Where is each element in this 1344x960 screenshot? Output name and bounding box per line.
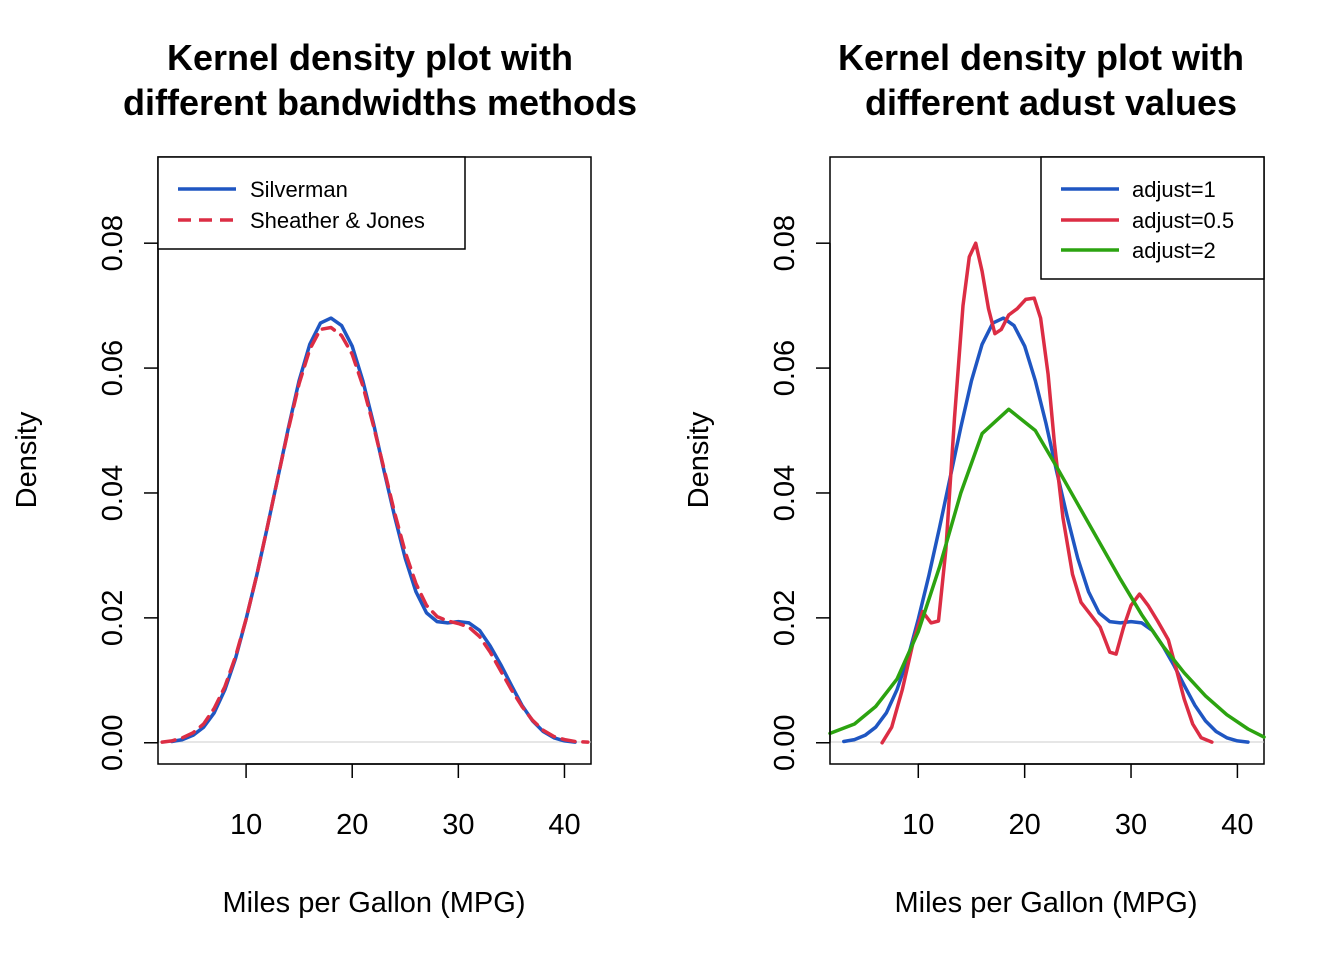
left-y-axis: 0.00 0.02 0.04 0.06 0.08 (97, 215, 159, 771)
panel-right: Kernel density plot with different adust… (683, 37, 1266, 919)
left-legend-label-sheather-jones: Sheather & Jones (250, 208, 425, 233)
right-y-axis: 0.00 0.02 0.04 0.06 0.08 (769, 215, 831, 771)
right-y-tick-label: 0.06 (769, 340, 801, 396)
right-legend-label-adjust-0-5: adjust=0.5 (1132, 208, 1234, 233)
left-x-tick-label: 30 (442, 809, 474, 841)
left-legend-label-silverman: Silverman (250, 177, 348, 202)
right-title-line-2: different adust values (865, 82, 1237, 123)
panel-left: Kernel density plot with different bandw… (11, 37, 637, 919)
right-x-tick-label: 40 (1221, 809, 1253, 841)
right-legend-label-adjust-1: adjust=1 (1132, 177, 1216, 202)
right-y-tick-label: 0.04 (769, 465, 801, 521)
right-x-tick-label: 30 (1115, 809, 1147, 841)
left-x-tick-label: 40 (548, 809, 580, 841)
left-x-axis: 10 20 30 40 (230, 763, 581, 841)
left-series-line-silverman (170, 316, 577, 744)
left-y-tick-label: 0.06 (97, 340, 129, 396)
left-y-tick-label: 0.02 (97, 590, 129, 646)
right-series-line-adjust-2 (828, 407, 1266, 739)
left-x-axis-label: Miles per Gallon (MPG) (223, 887, 526, 919)
right-x-axis-label: Miles per Gallon (MPG) (895, 887, 1198, 919)
left-y-axis-label: Density (11, 411, 43, 508)
right-series-group (828, 241, 1266, 745)
right-x-tick-label: 10 (902, 809, 934, 841)
left-y-tick-label: 0.08 (97, 215, 129, 271)
left-legend: Silverman Sheather & Jones (157, 156, 466, 250)
left-x-tick-label: 20 (336, 809, 368, 841)
right-legend-label-adjust-2: adjust=2 (1132, 238, 1216, 263)
right-y-axis-label: Density (683, 411, 715, 508)
right-y-tick-label: 0.08 (769, 215, 801, 271)
right-x-tick-label: 20 (1009, 809, 1041, 841)
right-legend-box (1040, 156, 1265, 280)
left-title-line-2: different bandwidths methods (123, 82, 637, 123)
right-legend: adjust=1 adjust=0.5 adjust=2 (1040, 156, 1265, 280)
left-series-group (160, 316, 590, 744)
left-series-line-sheather-jones (160, 325, 590, 744)
left-title-line-1: Kernel density plot with (167, 37, 573, 78)
left-y-tick-label: 0.04 (97, 465, 129, 521)
left-x-tick-label: 10 (230, 809, 262, 841)
left-y-tick-label: 0.00 (97, 715, 129, 771)
right-y-tick-label: 0.00 (769, 715, 801, 771)
right-title-line-1: Kernel density plot with (838, 37, 1244, 78)
left-legend-box (157, 156, 466, 250)
right-y-tick-label: 0.02 (769, 590, 801, 646)
right-series-line-adjust-0-5 (880, 241, 1214, 745)
right-x-axis: 10 20 30 40 (902, 763, 1254, 841)
